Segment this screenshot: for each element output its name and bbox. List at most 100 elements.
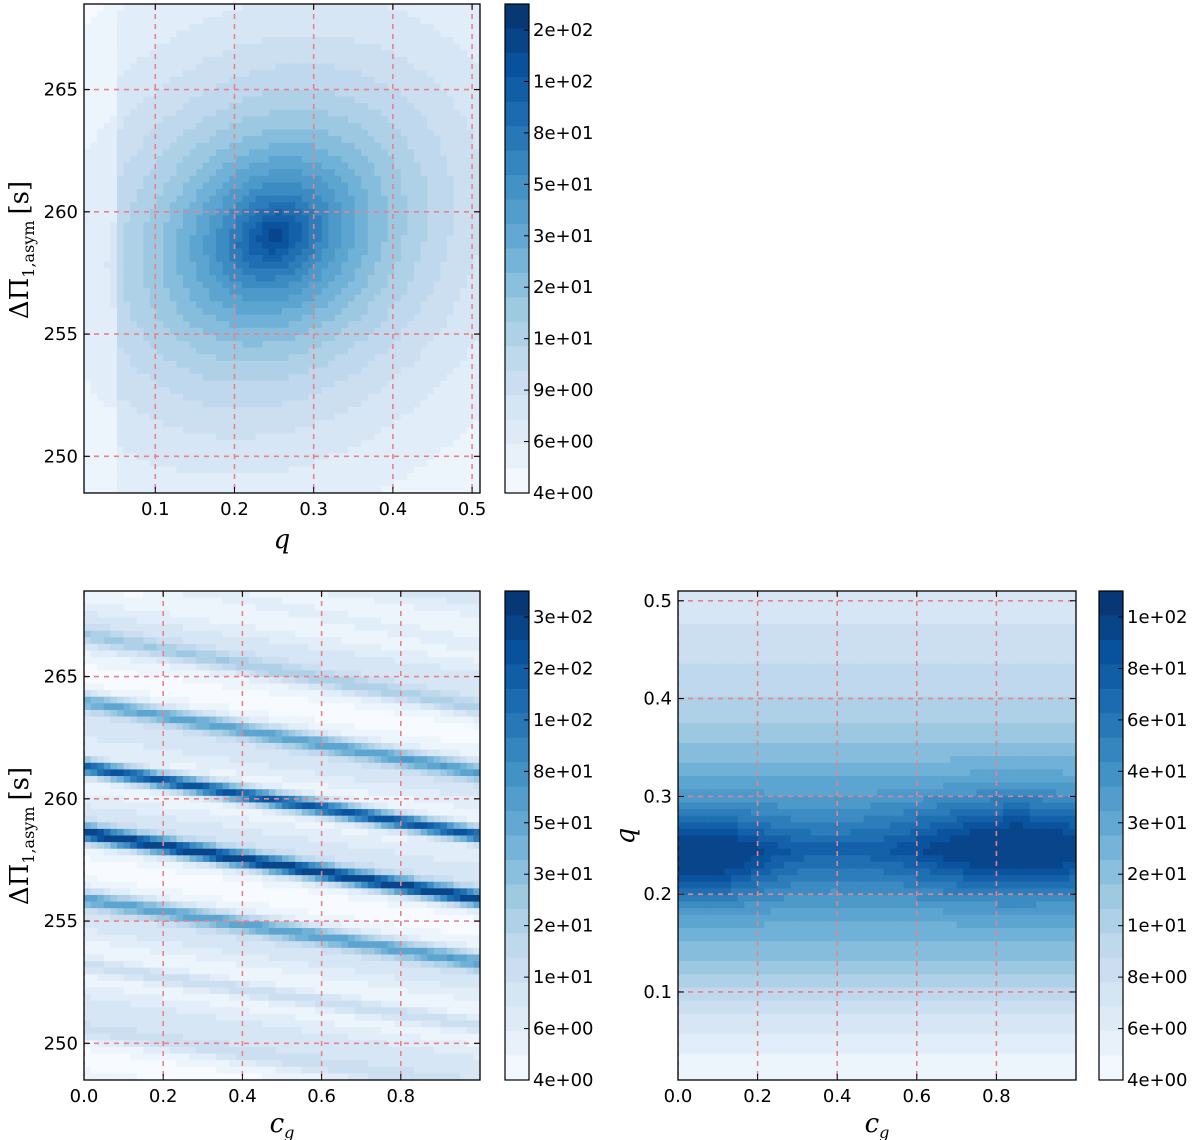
x-tick-label: 0.4 <box>379 499 408 520</box>
contour-cell <box>97 83 105 91</box>
contour-cell <box>117 426 125 435</box>
contour-cell <box>209 23 217 32</box>
contour-cell <box>117 367 125 375</box>
contour-cell <box>150 321 158 329</box>
contour-cell <box>176 327 184 336</box>
contour-cell <box>84 215 92 223</box>
contour-cell <box>414 261 422 269</box>
contour-cell <box>473 268 480 276</box>
contour-cell <box>84 202 92 210</box>
contour-cell <box>156 76 164 84</box>
contour-cell <box>334 334 342 342</box>
contour-cell <box>97 387 105 395</box>
contour-cell <box>103 261 111 269</box>
contour-cell <box>156 235 164 243</box>
contour-cell <box>275 466 283 474</box>
contour-cell <box>196 341 204 349</box>
contour-cell <box>447 604 455 612</box>
contour-cell <box>354 228 362 236</box>
contour-cell <box>282 604 290 612</box>
contour-cell <box>130 222 138 230</box>
contour-cell <box>130 380 138 388</box>
contour-cell <box>334 109 342 117</box>
contour-cell <box>341 261 349 269</box>
contour-cell <box>394 617 402 625</box>
contour-cell <box>440 189 448 197</box>
contour-cell <box>348 459 356 468</box>
contour-cell <box>123 96 131 104</box>
contour-cell <box>156 440 164 448</box>
contour-cell <box>156 400 164 408</box>
contour-cell <box>460 617 468 625</box>
contour-cell <box>321 393 329 402</box>
contour-cell <box>176 433 184 441</box>
contour-cell <box>387 30 395 38</box>
contour-cell <box>387 360 395 369</box>
contour-cell <box>176 301 184 309</box>
contour-cell <box>407 268 415 276</box>
contour-cell <box>156 446 164 454</box>
contour-cell <box>400 281 408 289</box>
contour-cell <box>367 116 375 124</box>
contour-cell <box>229 473 237 481</box>
contour-cell <box>176 4 184 12</box>
contour-cell <box>249 604 257 612</box>
contour-cell <box>387 215 395 223</box>
contour-cell <box>156 597 164 605</box>
contour-cell <box>348 43 356 51</box>
contour-cell <box>447 393 455 402</box>
contour-cell <box>249 116 257 124</box>
contour-cell <box>97 169 105 177</box>
contour-cell <box>117 70 125 78</box>
contour-cell <box>222 479 230 487</box>
contour-cell <box>183 446 191 454</box>
contour-cell <box>288 387 296 395</box>
contour-cell <box>255 195 263 203</box>
contour-cell <box>473 446 480 454</box>
contour-cell <box>381 334 389 342</box>
contour-cell <box>84 76 92 84</box>
contour-cell <box>163 407 171 415</box>
contour-cell <box>235 169 243 177</box>
contour-cell <box>295 17 303 25</box>
contour-cell <box>163 637 171 645</box>
contour-cell <box>196 142 204 150</box>
contour-cell <box>453 294 461 302</box>
contour-cell <box>169 222 177 230</box>
contour-cell <box>334 307 342 316</box>
contour-cell <box>169 407 177 415</box>
contour-cell <box>156 116 164 124</box>
contour-cell <box>169 37 177 45</box>
contour-cell <box>136 294 144 302</box>
contour-cell <box>123 354 131 362</box>
contour-cell <box>334 162 342 170</box>
contour-cell <box>163 347 171 355</box>
contour-cell <box>354 426 362 435</box>
contour-cell <box>427 162 435 170</box>
contour-cell <box>288 610 296 619</box>
contour-cell <box>341 604 349 612</box>
contour-cell <box>123 4 131 12</box>
contour-cell <box>176 307 184 316</box>
contour-cell <box>288 208 296 217</box>
contour-cell <box>156 63 164 71</box>
contour-cell <box>473 30 480 38</box>
contour-cell <box>381 202 389 210</box>
contour-cell <box>123 393 131 402</box>
contour-cell <box>196 30 204 38</box>
contour-cell <box>354 89 362 98</box>
contour-cell <box>341 459 349 468</box>
contour-cell <box>348 109 356 117</box>
contour-cell <box>440 617 448 625</box>
contour-cell <box>222 222 230 230</box>
contour-cell <box>235 354 243 362</box>
contour-cell <box>150 70 158 78</box>
contour-cell <box>235 76 243 84</box>
contour-cell <box>282 327 290 336</box>
contour-cell <box>394 83 402 91</box>
contour-cell <box>400 321 408 329</box>
contour-cell <box>156 393 164 402</box>
contour-cell <box>84 426 92 435</box>
contour-cell <box>288 56 296 65</box>
contour-cell <box>315 23 323 32</box>
